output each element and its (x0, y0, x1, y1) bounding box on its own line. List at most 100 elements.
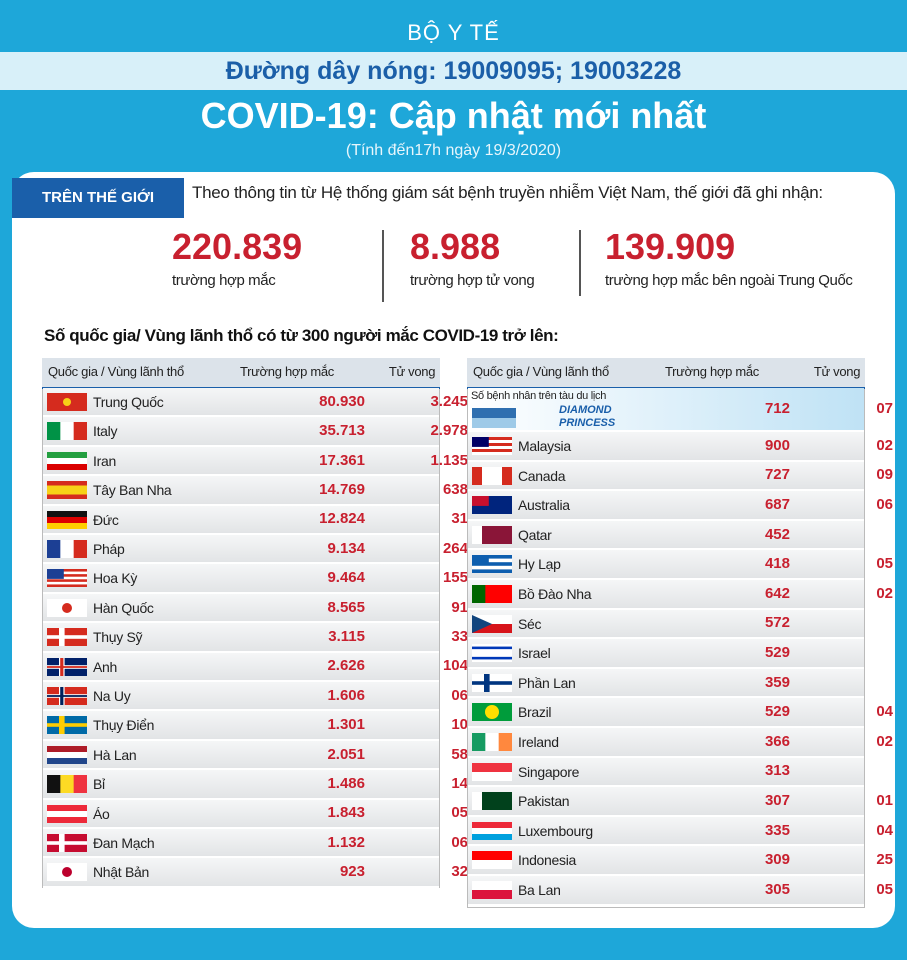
table-row (43, 799, 439, 829)
flag (472, 525, 512, 544)
column-header: Quốc gia / Vùng lãnh thổ (473, 364, 609, 379)
cases: 1.606 (327, 686, 365, 704)
cases: 309 (764, 851, 790, 869)
country: Đức (93, 511, 119, 528)
deaths: 05 (876, 555, 893, 573)
cases: 9.134 (327, 539, 365, 557)
country: Canada (518, 467, 566, 484)
column-header: Quốc gia / Vùng lãnh thổ (48, 364, 184, 379)
table-row (43, 564, 439, 594)
deaths: 14 (451, 774, 468, 792)
flag (472, 762, 512, 781)
country: Trung Quốc (93, 394, 164, 410)
cases: 14.769 (319, 480, 365, 498)
cases: 1.132 (327, 833, 365, 851)
country: Israel (518, 645, 551, 662)
country: Nhật Bản (93, 864, 149, 881)
cases: 529 (764, 644, 790, 661)
cases: 2.626 (327, 657, 365, 675)
flag (472, 703, 512, 722)
table-row (468, 491, 864, 521)
cases: 642 (764, 584, 790, 602)
deaths: 10 (451, 716, 468, 734)
country: Qatar (518, 526, 552, 543)
deaths: 02 (876, 436, 893, 454)
flag (472, 614, 512, 633)
country: Hàn Quốc (93, 599, 154, 616)
cases: 307 (764, 792, 790, 809)
divider (579, 230, 581, 296)
flag (47, 510, 87, 529)
deaths: 31 (451, 510, 468, 528)
deaths: 3.245 (430, 392, 468, 410)
country: Australia (518, 497, 570, 514)
deaths: 05 (876, 880, 893, 898)
table-row (43, 829, 439, 859)
deaths: 2.978 (430, 422, 468, 440)
cases: 3.115 (328, 627, 365, 645)
country: Thụy Điển (93, 717, 155, 734)
table-row (43, 417, 439, 447)
country: Italy (93, 423, 118, 440)
flag (472, 585, 512, 603)
flag (47, 863, 87, 882)
deaths: 58 (451, 745, 468, 763)
country: Bỉ (93, 776, 105, 793)
country: Bồ Đào Nha (518, 586, 592, 602)
deaths: 04 (876, 703, 893, 721)
stat-label: trường hợp mắc (172, 272, 276, 289)
deaths: 33 (451, 627, 468, 645)
table-row (43, 770, 439, 800)
country: Na Uy (93, 688, 131, 704)
cases: 923 (339, 863, 365, 881)
country: Malaysia (518, 438, 571, 454)
cases: 712 (764, 400, 790, 417)
flag (47, 657, 87, 676)
cases: 572 (764, 614, 790, 632)
table-row (468, 728, 864, 758)
flag (472, 496, 512, 515)
flag (472, 555, 512, 574)
flag (47, 834, 87, 852)
stat-label: trường hợp mắc bên ngoài Trung Quốc (605, 272, 853, 289)
deaths: 06 (451, 686, 468, 704)
country: Đan Mạch (93, 835, 155, 851)
table-row (468, 787, 864, 817)
flag (47, 628, 87, 647)
table-row (43, 535, 439, 565)
table-row (468, 698, 864, 728)
cases: 900 (764, 436, 790, 454)
stat-value: 220.839 (172, 226, 303, 267)
flag (47, 393, 87, 411)
divider (382, 230, 384, 302)
flag (472, 733, 512, 751)
table-row (468, 550, 864, 580)
cases: 2.051 (327, 745, 365, 763)
deaths: 104 (442, 657, 468, 675)
country: Séc (518, 615, 542, 632)
cases: 8.565 (327, 598, 365, 616)
table-row (43, 682, 439, 712)
hotline: Đường dây nóng: 19009095; 19003228 (225, 57, 682, 85)
column-header: Tử vong (813, 364, 861, 379)
column-header: Tử vong (388, 364, 436, 379)
cases: 80.930 (319, 392, 365, 410)
table-row (468, 757, 864, 788)
stat-label: trường hợp tử vong (410, 272, 535, 289)
cases: 12.824 (319, 510, 365, 528)
ship-caption: Số bệnh nhân trên tàu du lịch (471, 390, 607, 402)
table-row (43, 593, 439, 624)
subtitle: (Tính đến17h ngày 19/3/2020) (345, 142, 562, 159)
deaths: 264 (442, 539, 468, 557)
deaths: 04 (876, 821, 893, 839)
table-heading: Số quốc gia/ Vùng lãnh thổ có từ 300 ngư… (44, 326, 559, 345)
intro: Theo thông tin từ Hệ thống giám sát bệnh… (192, 183, 823, 202)
country: Indonesia (518, 852, 577, 869)
flag (47, 481, 87, 500)
cases: 687 (764, 496, 790, 513)
table-row (468, 876, 864, 906)
table-row (43, 858, 439, 888)
tag: TRÊN THẾ GIỚI (12, 178, 184, 218)
flag (47, 422, 87, 441)
